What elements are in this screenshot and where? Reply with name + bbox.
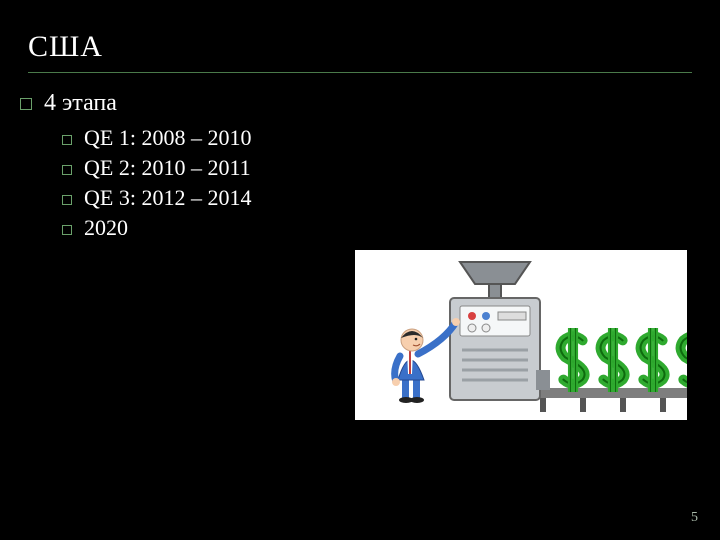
square-bullet-icon	[62, 195, 72, 205]
content-block: 4 этапа QE 1: 2008 – 2010 QE 2: 2010 – 2…	[20, 90, 251, 245]
square-bullet-icon	[62, 165, 72, 175]
money-printer-illustration	[355, 250, 687, 420]
lvl2-text: 2020	[84, 215, 128, 241]
list-item-lvl2: QE 2: 2010 – 2011	[62, 155, 251, 181]
page-number: 5	[691, 510, 698, 526]
list-item-lvl2: QE 3: 2012 – 2014	[62, 185, 251, 211]
square-bullet-icon	[62, 135, 72, 145]
slide-title: США	[28, 30, 103, 64]
list-item-lvl2: 2020	[62, 215, 251, 241]
square-bullet-icon	[62, 225, 72, 235]
list-item-lvl2: QE 1: 2008 – 2010	[62, 125, 251, 151]
lvl2-text: QE 3: 2012 – 2014	[84, 185, 251, 211]
slide: США 4 этапа QE 1: 2008 – 2010 QE 2: 2010…	[0, 0, 720, 540]
lvl1-text: 4 этапа	[44, 90, 117, 117]
lvl2-text: QE 1: 2008 – 2010	[84, 125, 251, 151]
square-bullet-icon	[20, 98, 32, 110]
lvl2-list: QE 1: 2008 – 2010 QE 2: 2010 – 2011 QE 3…	[62, 125, 251, 241]
list-item-lvl1: 4 этапа	[20, 90, 251, 117]
lvl2-text: QE 2: 2010 – 2011	[84, 155, 251, 181]
title-underline	[28, 72, 692, 73]
